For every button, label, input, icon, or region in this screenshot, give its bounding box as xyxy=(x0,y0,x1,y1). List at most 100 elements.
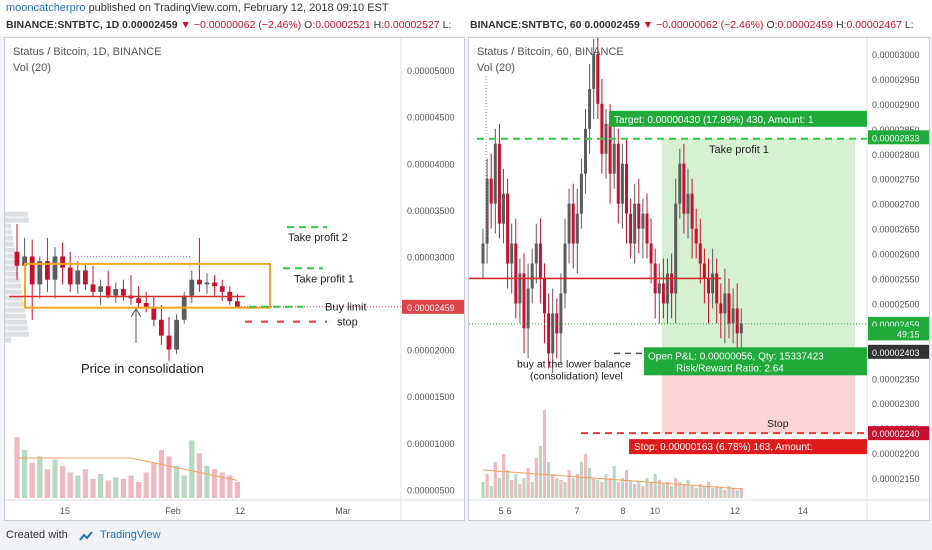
y-tick-label: 0.00004500 xyxy=(407,113,455,123)
volume-profile-bar xyxy=(5,217,29,223)
volume-profile-bar xyxy=(5,235,13,241)
volume-bar xyxy=(674,478,678,498)
volume-bar xyxy=(485,474,489,498)
left-price: 0.00002459 xyxy=(122,19,178,31)
stop-label-box xyxy=(629,439,867,455)
hourly-chart-panel[interactable]: Status / Bitcoin, 60, BINANCE Vol (20) 0… xyxy=(468,34,930,521)
volume-bar xyxy=(75,475,81,498)
y-tick-label: 0.00003000 xyxy=(872,50,920,60)
candle-body xyxy=(666,273,669,304)
candle-body xyxy=(584,128,587,174)
y-tick-label: 0.00002800 xyxy=(872,150,920,160)
candle-body xyxy=(105,286,111,296)
volume-bar xyxy=(723,490,727,498)
price-tag-label: 49:15 xyxy=(897,329,920,339)
volume-bar xyxy=(620,478,624,498)
tradingview-brand[interactable]: TradingView xyxy=(100,529,161,541)
candle-body xyxy=(625,163,628,214)
tradingview-logo-icon xyxy=(79,531,93,541)
volume-bar xyxy=(547,462,551,498)
volume-profile-bar xyxy=(5,265,18,271)
candle-body xyxy=(596,53,600,104)
candle-body xyxy=(522,273,526,329)
volume-bar xyxy=(624,470,629,498)
candle-body xyxy=(29,256,35,285)
created-with-text: Created with xyxy=(6,529,68,541)
volume-profile-bar xyxy=(5,325,28,331)
y-tick-label: 0.00002300 xyxy=(872,399,920,409)
x-tick-label: 6 xyxy=(506,506,511,516)
right-high-label: H: xyxy=(835,19,847,31)
publish-text: published on TradingView.com, February 1… xyxy=(88,2,389,14)
left-high-label: H: xyxy=(373,19,385,31)
volume-bar xyxy=(645,478,649,498)
stop-text-label: Stop xyxy=(767,418,789,430)
hourly-chart-svg[interactable]: Status / Bitcoin, 60, BINANCE Vol (20) 0… xyxy=(469,34,929,520)
right-price: 0.00002459 xyxy=(584,19,640,31)
volume-bar xyxy=(29,462,35,498)
volume-bar xyxy=(181,475,187,498)
price-tag-label: 0.00002833 xyxy=(872,133,920,143)
chart-subtitle: Vol (20) xyxy=(13,62,51,74)
volume-bar xyxy=(711,488,715,498)
volume-bar xyxy=(37,456,43,498)
volume-bar xyxy=(166,456,172,498)
x-tick-label: 12 xyxy=(730,506,740,516)
candle-body xyxy=(629,213,633,244)
right-low-label: L: xyxy=(904,19,914,31)
volume-bar xyxy=(526,468,530,498)
volume-bar xyxy=(219,472,225,498)
candle-body xyxy=(543,278,546,314)
volume-bar xyxy=(575,474,579,498)
candle-body xyxy=(235,301,240,307)
volume-bar xyxy=(234,482,240,498)
daily-chart-svg[interactable]: Status / Bitcoin, 1D, BINANCE Vol (20) 0… xyxy=(5,38,464,520)
candle-body xyxy=(489,178,493,204)
daily-chart-panel[interactable]: Status / Bitcoin, 1D, BINANCE Vol (20) 0… xyxy=(4,37,465,521)
candle-body xyxy=(686,193,690,214)
volume-bar xyxy=(735,490,739,498)
left-symbol: BINANCE:SNTBTC, 1D xyxy=(6,19,120,31)
footer: Created with TradingView xyxy=(0,522,932,550)
candle-body xyxy=(37,261,43,285)
consolidation-label: Price in consolidation xyxy=(81,361,204,376)
right-open-label: O: xyxy=(766,19,778,31)
candle-body xyxy=(563,243,567,294)
author-link[interactable]: mooncatcherpro xyxy=(6,2,86,14)
volume-bar xyxy=(60,466,66,498)
candle-body xyxy=(674,203,678,294)
volume-bar xyxy=(698,484,702,498)
candle-body xyxy=(616,143,620,204)
volume-bar xyxy=(579,462,583,498)
buy-limit-label: Buy limit xyxy=(325,302,367,314)
left-high: 0.00002527 xyxy=(384,19,440,31)
candle-body xyxy=(620,163,624,204)
candle-body xyxy=(604,123,608,154)
candle-body xyxy=(493,143,497,204)
candle-body xyxy=(559,293,563,334)
volume-bar xyxy=(583,454,588,498)
volume-bar xyxy=(22,450,28,498)
right-change: −0.00000062 (−2.46%) xyxy=(656,19,764,31)
candle-body xyxy=(600,103,604,154)
candle-body xyxy=(670,273,674,294)
volume-bar xyxy=(592,478,596,498)
left-ticker: BINANCE:SNTBTC, 1D 0.00002459 ▼ −0.00000… xyxy=(6,19,451,31)
y-tick-label: 0.00002950 xyxy=(872,75,920,85)
candle-body xyxy=(719,303,723,314)
candle-body xyxy=(612,143,616,174)
volume-profile-bar xyxy=(5,211,28,217)
y-tick-label: 0.00001500 xyxy=(407,392,455,402)
x-tick-label: 14 xyxy=(798,506,808,516)
volume-bar xyxy=(174,466,180,498)
candle-body xyxy=(518,273,522,304)
x-tick-label: 5 xyxy=(498,506,503,516)
candle-body xyxy=(121,289,126,296)
y-tick-label: 0.00000500 xyxy=(407,485,455,495)
candle-body xyxy=(739,323,743,334)
candle-body xyxy=(481,243,485,264)
candle-body xyxy=(698,243,702,264)
volume-bar xyxy=(694,488,698,498)
pnl-label: Open P&L: 0.00000056, Qty: 15337423 xyxy=(648,351,824,362)
volume-bar xyxy=(567,470,571,498)
